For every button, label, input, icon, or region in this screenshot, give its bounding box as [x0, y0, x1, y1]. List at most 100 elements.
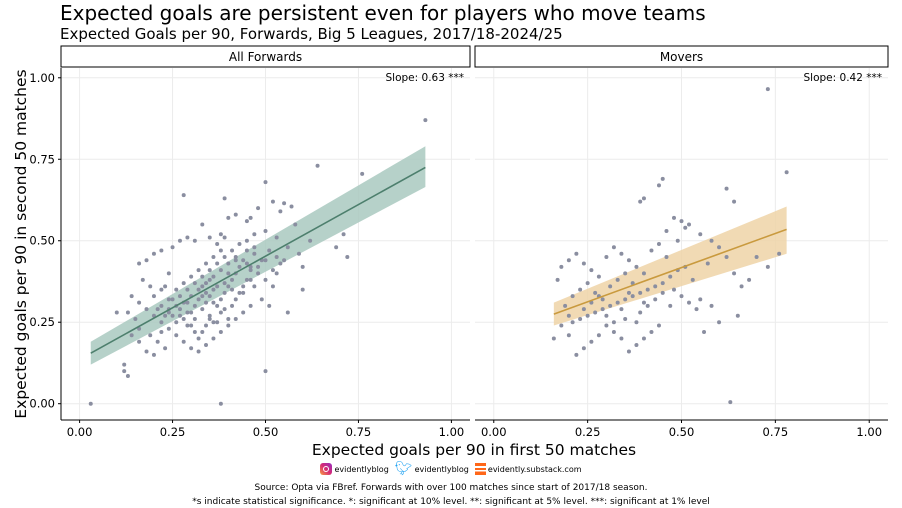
data-point-1-30 [645, 287, 650, 292]
data-point-1-100 [581, 307, 586, 312]
social-links: evidentlyblog 🐦︎ evidentlyblog evidently… [0, 460, 902, 478]
substack-link[interactable]: evidently.substack.com [474, 463, 582, 475]
data-point-0-101 [274, 255, 279, 260]
data-point-1-29 [653, 284, 658, 289]
data-point-0-166 [174, 320, 179, 325]
data-point-0-77 [166, 326, 171, 331]
data-point-0-147 [155, 339, 160, 344]
data-point-0-129 [215, 261, 220, 266]
y-tick-label-2: 0.50 [29, 234, 55, 248]
data-point-1-73 [589, 339, 594, 344]
data-point-0-187 [248, 268, 253, 273]
data-point-1-3 [656, 183, 661, 188]
data-point-1-69 [619, 336, 624, 341]
data-point-0-80 [144, 307, 149, 312]
data-point-1-0 [765, 87, 770, 92]
data-point-0-186 [230, 287, 235, 292]
data-point-0-18 [341, 232, 346, 237]
data-point-1-80 [578, 287, 583, 292]
data-point-0-122 [148, 284, 153, 289]
data-point-0-106 [185, 323, 190, 328]
data-point-0-17 [334, 245, 339, 250]
data-point-1-49 [604, 255, 609, 260]
data-point-0-179 [185, 300, 190, 305]
data-point-0-178 [200, 284, 205, 289]
data-point-0-51 [166, 297, 171, 302]
data-point-1-59 [679, 294, 684, 299]
data-point-1-85 [615, 277, 620, 282]
data-point-0-36 [159, 248, 164, 253]
data-point-0-127 [200, 274, 205, 279]
facet-label-0: All Forwards [229, 50, 302, 64]
confidence-band-0 [90, 146, 426, 365]
data-point-0-31 [200, 222, 205, 227]
data-point-0-12 [244, 219, 249, 224]
data-point-1-86 [623, 271, 628, 276]
twitter-link[interactable]: 🐦︎ evidentlyblog [394, 461, 469, 477]
data-point-1-35 [608, 303, 613, 308]
data-point-0-115 [196, 268, 201, 273]
data-point-1-47 [589, 268, 594, 273]
chart: All Forwards Slope: 0.63 *** 0.00 0.25 0.50 0… [12, 45, 889, 459]
data-point-0-174 [222, 281, 227, 286]
data-point-1-27 [668, 274, 673, 279]
data-point-0-184 [244, 238, 249, 243]
data-point-0-20 [300, 264, 305, 269]
y-tick-label-1: 0.25 [29, 315, 55, 329]
data-point-0-1 [423, 118, 428, 123]
data-point-0-26 [248, 215, 253, 220]
data-point-0-73 [196, 349, 201, 354]
x-tick-label-1-1: 0.25 [575, 425, 601, 439]
data-point-1-103 [765, 264, 770, 269]
data-point-0-81 [137, 300, 142, 305]
x-tick-label-0-2: 0.50 [253, 425, 279, 439]
data-point-0-50 [159, 287, 164, 292]
data-point-0-39 [137, 261, 142, 266]
data-point-0-78 [159, 320, 164, 325]
instagram-link[interactable]: evidentlyblog [320, 463, 389, 475]
data-point-1-84 [608, 284, 613, 289]
data-point-0-42 [122, 362, 127, 367]
data-point-1-57 [664, 255, 669, 260]
data-point-1-37 [593, 310, 598, 315]
data-point-0-41 [125, 310, 130, 315]
data-point-1-78 [551, 336, 556, 341]
data-point-1-43 [559, 264, 564, 269]
twitter-icon: 🐦︎ [394, 461, 413, 477]
data-point-0-110 [215, 320, 220, 325]
data-point-1-75 [574, 352, 579, 357]
data-point-0-87 [207, 294, 212, 299]
data-point-1-19 [739, 284, 744, 289]
data-point-1-5 [638, 199, 643, 204]
data-point-1-61 [694, 307, 699, 312]
data-point-1-79 [570, 294, 575, 299]
data-point-0-35 [170, 245, 175, 250]
data-point-1-62 [702, 330, 707, 334]
data-point-0-158 [248, 277, 253, 282]
data-point-1-10 [675, 238, 680, 243]
data-point-0-156 [233, 297, 238, 302]
data-point-0-137 [252, 284, 257, 289]
data-point-0-124 [163, 313, 168, 318]
data-point-0-117 [211, 255, 216, 260]
data-point-1-16 [717, 245, 722, 250]
data-point-0-9 [289, 204, 294, 209]
data-point-0-157 [241, 290, 246, 295]
data-point-0-28 [226, 215, 231, 220]
data-point-0-13 [252, 232, 257, 237]
data-point-0-172 [226, 271, 231, 276]
data-point-0-60 [233, 255, 238, 260]
data-point-1-1 [784, 170, 789, 175]
data-point-0-151 [196, 336, 201, 341]
data-point-0-33 [185, 235, 190, 240]
data-point-0-10 [278, 209, 283, 214]
data-point-0-162 [278, 261, 283, 266]
data-point-0-90 [218, 297, 223, 302]
data-point-0-3 [315, 163, 320, 168]
data-point-1-58 [671, 287, 676, 292]
data-point-1-88 [638, 310, 643, 315]
data-point-1-38 [585, 313, 590, 318]
data-point-0-126 [185, 287, 190, 292]
data-point-0-114 [189, 274, 194, 279]
substack-url: evidently.substack.com [487, 464, 582, 474]
